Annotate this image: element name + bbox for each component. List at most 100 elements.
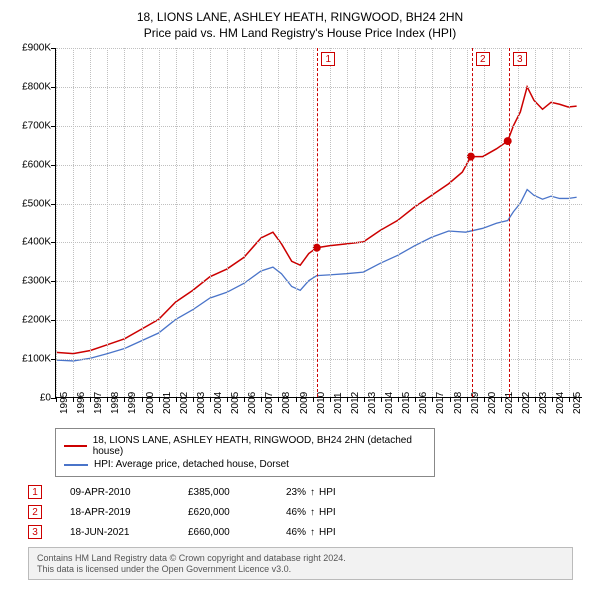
- gridline-vertical: [296, 48, 297, 397]
- gridline-vertical: [56, 48, 57, 397]
- callout-line: [472, 48, 473, 397]
- x-tickmark: [73, 397, 74, 402]
- x-tickmark: [467, 397, 468, 402]
- y-tick-label: £100K: [11, 354, 51, 365]
- gridline-vertical: [227, 48, 228, 397]
- gridline-vertical: [535, 48, 536, 397]
- x-tick-label: 2012: [350, 392, 361, 414]
- gridline-vertical: [176, 48, 177, 397]
- legend-label: HPI: Average price, detached house, Dors…: [94, 459, 289, 470]
- gridline-horizontal: [56, 359, 582, 360]
- x-tick-label: 2011: [333, 392, 344, 414]
- x-tick-label: 2018: [453, 392, 464, 414]
- gridline-vertical: [467, 48, 468, 397]
- y-tick-label: £500K: [11, 198, 51, 209]
- gridline-horizontal: [56, 87, 582, 88]
- gridline-horizontal: [56, 320, 582, 321]
- x-tickmark: [484, 397, 485, 402]
- sales-row: 109-APR-2010£385,00023% ↑ HPI: [28, 485, 590, 499]
- callout-box: 1: [321, 52, 335, 66]
- x-tickmark: [450, 397, 451, 402]
- x-tickmark: [501, 397, 502, 402]
- x-tickmark: [244, 397, 245, 402]
- x-tickmark: [56, 397, 57, 402]
- legend-label: 18, LIONS LANE, ASHLEY HEATH, RINGWOOD, …: [93, 435, 426, 457]
- sales-idx-box: 2: [28, 505, 42, 519]
- gridline-vertical: [244, 48, 245, 397]
- legend-swatch: [64, 464, 88, 466]
- y-tick-label: £700K: [11, 120, 51, 131]
- attribution-box: Contains HM Land Registry data © Crown c…: [28, 547, 573, 580]
- y-tick-label: £0: [11, 393, 51, 404]
- x-tickmark: [364, 397, 365, 402]
- legend-swatch: [64, 445, 87, 447]
- sale-marker: [504, 137, 512, 145]
- gridline-vertical: [210, 48, 211, 397]
- gridline-vertical: [432, 48, 433, 397]
- x-tick-label: 2001: [162, 392, 173, 414]
- x-tick-label: 2022: [521, 392, 532, 414]
- gridline-horizontal: [56, 165, 582, 166]
- x-tick-label: 2003: [196, 392, 207, 414]
- legend-item: HPI: Average price, detached house, Dors…: [64, 459, 426, 470]
- y-tick-label: £300K: [11, 276, 51, 287]
- gridline-vertical: [364, 48, 365, 397]
- legend-item: 18, LIONS LANE, ASHLEY HEATH, RINGWOOD, …: [64, 435, 426, 457]
- gridline-vertical: [193, 48, 194, 397]
- callout-box: 3: [513, 52, 527, 66]
- x-tickmark: [90, 397, 91, 402]
- x-tickmark: [535, 397, 536, 402]
- x-tick-label: 2008: [281, 392, 292, 414]
- x-tickmark: [193, 397, 194, 402]
- x-tickmark: [159, 397, 160, 402]
- x-tickmark: [124, 397, 125, 402]
- x-tickmark: [569, 397, 570, 402]
- legend-box: 18, LIONS LANE, ASHLEY HEATH, RINGWOOD, …: [55, 428, 435, 477]
- x-tick-label: 2007: [264, 392, 275, 414]
- gridline-vertical: [107, 48, 108, 397]
- sales-date: 18-JUN-2021: [70, 527, 160, 538]
- x-tick-label: 2009: [299, 392, 310, 414]
- x-tickmark: [176, 397, 177, 402]
- gridline-vertical: [278, 48, 279, 397]
- x-tick-label: 2004: [213, 392, 224, 414]
- x-tickmark: [313, 397, 314, 402]
- chart-subtitle: Price paid vs. HM Land Registry's House …: [10, 26, 590, 40]
- x-tickmark: [107, 397, 108, 402]
- sales-row: 218-APR-2019£620,00046% ↑ HPI: [28, 505, 590, 519]
- x-tick-label: 1997: [93, 392, 104, 414]
- sales-delta: 46% ↑ HPI: [286, 527, 336, 538]
- gridline-vertical: [552, 48, 553, 397]
- x-tick-label: 2023: [538, 392, 549, 414]
- gridline-vertical: [484, 48, 485, 397]
- y-tick-label: £400K: [11, 237, 51, 248]
- x-tick-label: 1999: [127, 392, 138, 414]
- gridline-horizontal: [56, 204, 582, 205]
- arrow-up-icon: ↑: [310, 487, 315, 498]
- gridline-vertical: [330, 48, 331, 397]
- gridline-vertical: [381, 48, 382, 397]
- x-tick-label: 2005: [230, 392, 241, 414]
- sales-price: £385,000: [188, 487, 258, 498]
- gridline-vertical: [142, 48, 143, 397]
- x-tick-label: 2020: [487, 392, 498, 414]
- x-tick-label: 2013: [367, 392, 378, 414]
- sales-delta: 46% ↑ HPI: [286, 507, 336, 518]
- gridline-vertical: [347, 48, 348, 397]
- x-tickmark: [518, 397, 519, 402]
- x-tickmark: [330, 397, 331, 402]
- y-tick-label: £200K: [11, 315, 51, 326]
- x-tick-label: 2025: [572, 392, 583, 414]
- arrow-up-icon: ↑: [310, 507, 315, 518]
- sales-idx-box: 3: [28, 525, 42, 539]
- x-tickmark: [398, 397, 399, 402]
- gridline-vertical: [261, 48, 262, 397]
- x-tickmark: [432, 397, 433, 402]
- attribution-line: Contains HM Land Registry data © Crown c…: [37, 553, 564, 563]
- sales-price: £620,000: [188, 507, 258, 518]
- x-tickmark: [142, 397, 143, 402]
- x-tick-label: 2017: [435, 392, 446, 414]
- x-tick-label: 2002: [179, 392, 190, 414]
- gridline-vertical: [124, 48, 125, 397]
- x-tick-label: 2014: [384, 392, 395, 414]
